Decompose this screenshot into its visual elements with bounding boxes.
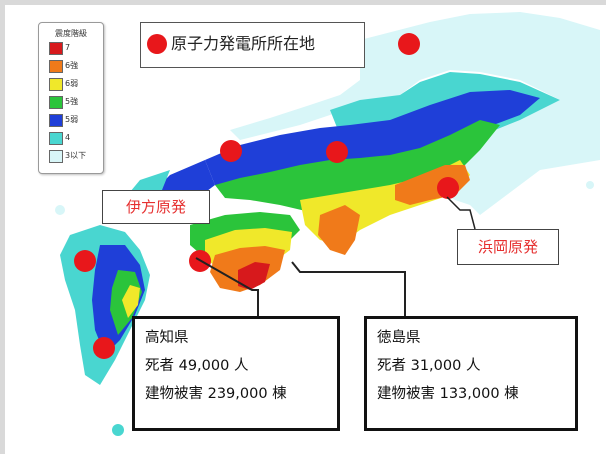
island-marker bbox=[55, 205, 65, 215]
legend-swatch bbox=[49, 132, 63, 145]
legend-label: 4 bbox=[65, 133, 71, 142]
tokushima-leader-line bbox=[291, 261, 406, 316]
kochi-prefecture-name: 高知県 bbox=[145, 330, 189, 346]
legend-label: 6強 bbox=[65, 61, 79, 70]
tokushima-deaths: 死者 31,000 人 bbox=[377, 358, 481, 374]
legend-swatch bbox=[49, 96, 63, 109]
legend-swatch bbox=[49, 42, 63, 55]
island-marker bbox=[112, 424, 124, 436]
zone-intensity-6-lower-kyushu bbox=[122, 285, 140, 318]
kochi-casualty-box: 高知県 死者 49,000 人 建物被害 239,000 棟 bbox=[132, 316, 340, 431]
kochi-building-damage: 建物被害 239,000 棟 bbox=[145, 386, 287, 402]
legend-item: 4 bbox=[49, 131, 101, 145]
frame-border-top bbox=[0, 0, 606, 5]
legend-label: 6弱 bbox=[65, 79, 79, 88]
hamaoka-plant-label: 浜岡原発 bbox=[457, 229, 559, 265]
kochi-deaths: 死者 49,000 人 bbox=[145, 358, 249, 374]
hamaoka-leader-line bbox=[446, 196, 476, 230]
intensity-legend: 震度階級 7 6強 6弱 5強 5弱 4 3以下 bbox=[38, 22, 104, 174]
plant-marker-dot bbox=[326, 141, 348, 163]
ikata-plant-name: 伊方原発 bbox=[125, 198, 186, 216]
legend-label: 5強 bbox=[65, 97, 79, 106]
tokushima-prefecture-name: 徳島県 bbox=[377, 330, 421, 346]
ikata-plant-label: 伊方原発 bbox=[102, 190, 210, 224]
zone-intensity-5-lower-honshu bbox=[205, 90, 540, 190]
plant-marker-icon bbox=[147, 34, 167, 54]
legend-swatch bbox=[49, 150, 63, 163]
plant-marker-dot bbox=[74, 250, 96, 272]
legend-item: 7 bbox=[49, 41, 101, 55]
plant-marker-dot bbox=[93, 337, 115, 359]
zone-intensity-3-or-less bbox=[230, 12, 600, 215]
zone-intensity-6-upper-kii bbox=[318, 205, 360, 255]
legend-item: 6弱 bbox=[49, 77, 101, 91]
zone-intensity-5-upper-honshu bbox=[215, 120, 500, 215]
legend-label: 5弱 bbox=[65, 115, 79, 124]
plant-location-key: 原子力発電所所在地 bbox=[140, 22, 365, 68]
legend-label: 7 bbox=[65, 43, 71, 52]
frame-border-left bbox=[0, 0, 5, 454]
legend-swatch bbox=[49, 60, 63, 73]
legend-title: 震度階級 bbox=[55, 29, 87, 38]
tokushima-building-damage: 建物被害 133,000 棟 bbox=[377, 386, 519, 402]
legend-item: 5弱 bbox=[49, 113, 101, 127]
island-marker bbox=[586, 181, 594, 189]
legend-item: 3以下 bbox=[49, 149, 101, 163]
legend-swatch bbox=[49, 114, 63, 127]
legend-label: 3以下 bbox=[65, 151, 87, 160]
hamaoka-plant-name: 浜岡原発 bbox=[477, 238, 538, 256]
plant-marker-dot bbox=[220, 140, 242, 162]
tokushima-casualty-box: 徳島県 死者 31,000 人 建物被害 133,000 棟 bbox=[364, 316, 578, 431]
legend-swatch bbox=[49, 78, 63, 91]
zone-intensity-7-shikoku bbox=[238, 262, 270, 290]
plant-marker-dot bbox=[398, 33, 420, 55]
legend-item: 6強 bbox=[49, 59, 101, 73]
kochi-leader-line bbox=[195, 257, 259, 316]
plant-location-title: 原子力発電所所在地 bbox=[171, 34, 316, 53]
legend-item: 5強 bbox=[49, 95, 101, 109]
plant-marker-dot bbox=[437, 177, 459, 199]
